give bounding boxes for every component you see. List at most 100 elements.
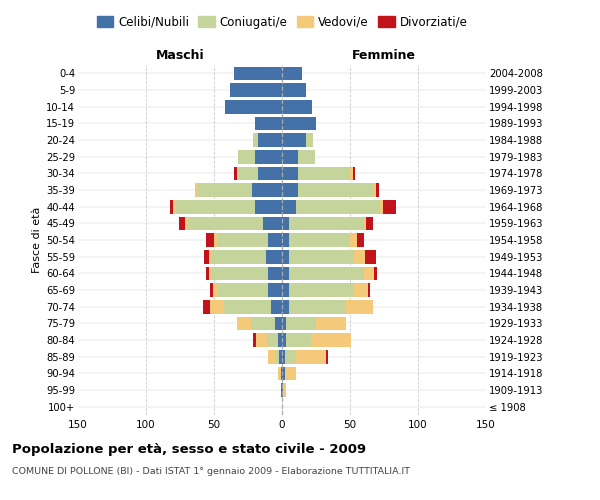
Bar [255, 150, 282, 164]
Bar [217, 233, 268, 247]
Legend: Celibi/Nubili, Coniugati/e, Vedovi/e, Divorziati/e: Celibi/Nubili, Coniugati/e, Vedovi/e, Di… [92, 11, 472, 34]
Bar [197, 183, 252, 197]
Bar [235, 66, 282, 80]
Bar [170, 200, 173, 213]
Bar [255, 200, 282, 213]
Bar [298, 183, 373, 197]
Bar [209, 266, 211, 280]
Bar [268, 283, 282, 297]
Bar [211, 250, 266, 264]
Bar [282, 350, 285, 364]
Bar [209, 250, 211, 264]
Bar [282, 300, 289, 314]
Bar [237, 166, 257, 180]
Bar [289, 283, 354, 297]
Bar [188, 216, 263, 230]
Bar [311, 333, 352, 347]
Bar [282, 100, 312, 114]
Bar [282, 66, 302, 80]
Bar [252, 183, 282, 197]
Bar [212, 283, 217, 297]
Bar [316, 316, 346, 330]
Bar [373, 183, 376, 197]
Bar [350, 233, 357, 247]
Text: Femmine: Femmine [352, 48, 416, 62]
Bar [278, 366, 281, 380]
Bar [282, 266, 289, 280]
Bar [282, 383, 283, 397]
Bar [282, 316, 286, 330]
Bar [282, 250, 289, 264]
Bar [237, 316, 251, 330]
Bar [374, 266, 377, 280]
Bar [282, 166, 298, 180]
Bar [263, 216, 282, 230]
Bar [225, 100, 282, 114]
Bar [257, 133, 282, 147]
Bar [214, 233, 217, 247]
Bar [282, 116, 316, 130]
Bar [289, 266, 364, 280]
Bar [268, 233, 282, 247]
Bar [357, 233, 364, 247]
Bar [376, 183, 379, 197]
Bar [282, 183, 298, 197]
Bar [364, 266, 374, 280]
Bar [185, 216, 188, 230]
Bar [206, 266, 209, 280]
Bar [354, 283, 368, 297]
Bar [282, 333, 286, 347]
Bar [253, 333, 256, 347]
Bar [282, 216, 289, 230]
Bar [289, 233, 350, 247]
Bar [173, 200, 176, 213]
Bar [353, 166, 355, 180]
Bar [279, 350, 282, 364]
Bar [282, 233, 289, 247]
Bar [268, 350, 275, 364]
Bar [205, 250, 209, 264]
Bar [298, 166, 350, 180]
Bar [354, 250, 365, 264]
Bar [256, 333, 267, 347]
Bar [268, 266, 282, 280]
Bar [298, 150, 314, 164]
Bar [282, 150, 298, 164]
Bar [210, 283, 212, 297]
Bar [364, 216, 367, 230]
Bar [296, 350, 326, 364]
Bar [217, 283, 268, 297]
Bar [275, 316, 282, 330]
Bar [282, 366, 285, 380]
Bar [285, 366, 296, 380]
Bar [224, 300, 271, 314]
Bar [210, 300, 224, 314]
Text: Popolazione per età, sesso e stato civile - 2009: Popolazione per età, sesso e stato civil… [12, 442, 366, 456]
Bar [365, 250, 376, 264]
Bar [289, 250, 354, 264]
Bar [281, 383, 282, 397]
Bar [255, 116, 282, 130]
Text: COMUNE DI POLLONE (BI) - Dati ISTAT 1° gennaio 2009 - Elaborazione TUTTITALIA.IT: COMUNE DI POLLONE (BI) - Dati ISTAT 1° g… [12, 468, 410, 476]
Bar [281, 366, 282, 380]
Bar [271, 300, 282, 314]
Bar [179, 216, 185, 230]
Bar [278, 333, 282, 347]
Bar [367, 216, 373, 230]
Bar [350, 166, 353, 180]
Bar [289, 300, 346, 314]
Bar [267, 333, 278, 347]
Bar [203, 300, 210, 314]
Bar [380, 200, 383, 213]
Bar [296, 200, 380, 213]
Bar [230, 83, 282, 97]
Bar [211, 266, 268, 280]
Bar [275, 350, 279, 364]
Bar [238, 150, 255, 164]
Bar [251, 316, 275, 330]
Bar [176, 200, 255, 213]
Bar [307, 133, 313, 147]
Bar [282, 200, 296, 213]
Text: Maschi: Maschi [155, 48, 205, 62]
Bar [286, 333, 311, 347]
